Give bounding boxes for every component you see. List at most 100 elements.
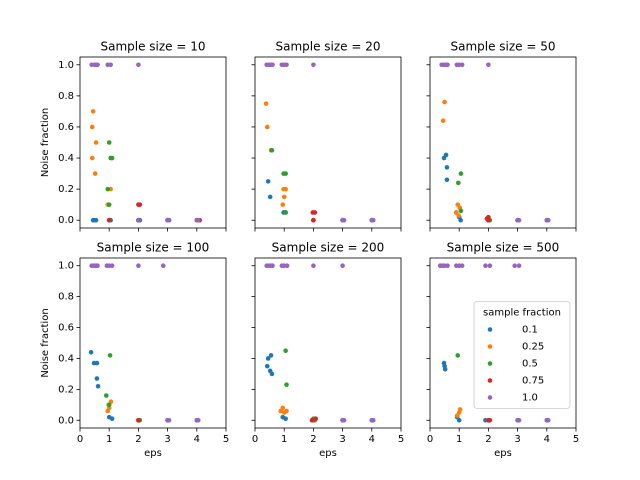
point	[195, 217, 201, 223]
axes-frame	[79, 257, 227, 429]
x-tick-label: 0	[252, 434, 258, 445]
point	[311, 62, 316, 68]
point	[103, 393, 109, 398]
point	[107, 353, 113, 358]
point	[270, 62, 275, 68]
y-tick-label: 1.0	[58, 261, 74, 272]
point	[512, 263, 517, 269]
point	[341, 417, 347, 423]
point	[456, 213, 461, 218]
subplot: Sample size = 100 0 1 2 3 4 5 0.0 0.2 0.4 0.6 0.8 1.…	[40, 241, 229, 460]
y-tick-label: 0.2	[58, 184, 74, 195]
point	[93, 140, 99, 145]
point	[370, 417, 376, 423]
subplot-title: Sample size = 20	[275, 40, 380, 54]
point	[269, 371, 275, 377]
point	[281, 410, 287, 415]
point	[340, 263, 345, 269]
point	[284, 263, 290, 269]
point	[267, 194, 273, 200]
x-axis-label: eps	[319, 448, 337, 459]
legend-marker	[487, 395, 493, 400]
point	[445, 263, 450, 269]
point	[88, 349, 94, 355]
point	[284, 62, 289, 68]
subplot-title: Sample size = 100	[97, 241, 210, 255]
legend-label: 0.1	[522, 325, 538, 336]
subplot-title: Sample size = 50	[450, 40, 555, 54]
point	[487, 263, 493, 269]
point	[311, 217, 316, 223]
point	[166, 417, 172, 423]
x-tick-label: 3	[339, 434, 345, 445]
x-tick-label: 4	[194, 434, 200, 445]
point	[90, 109, 96, 114]
axes-frame	[429, 257, 577, 429]
legend-label: 0.75	[522, 376, 544, 387]
point	[166, 217, 172, 223]
subplot: Sample size = 500 0 1 2 3 4 5 eps sample fractio…	[426, 241, 579, 459]
y-tick-label: 0.8	[58, 292, 74, 303]
x-tick-label: 3	[164, 434, 170, 445]
point	[313, 416, 319, 422]
axes-frame	[429, 56, 577, 229]
point	[89, 155, 95, 161]
legend: sample fraction 0.1 0.25 0.5 0.75 1.0	[473, 301, 571, 409]
point	[278, 408, 283, 414]
y-axis-label: Noise fraction	[40, 308, 51, 377]
point	[283, 210, 288, 215]
point	[269, 147, 275, 153]
point	[108, 62, 113, 68]
y-tick-label: 0.2	[58, 384, 74, 395]
subplot: Sample size = 10 0.0 0.2 0.4 0.6 0.8 1.0 Noise …	[40, 40, 227, 232]
legend-box	[473, 301, 571, 409]
x-tick-label: 1	[281, 434, 287, 445]
subplot-title: Sample size = 500	[447, 241, 560, 255]
point	[268, 353, 274, 358]
point	[89, 124, 95, 130]
point	[312, 210, 318, 215]
point	[281, 194, 287, 200]
point	[137, 202, 143, 207]
point	[545, 217, 551, 223]
point	[341, 217, 347, 223]
x-tick-label: 1	[456, 434, 462, 445]
point	[454, 413, 460, 418]
point	[109, 263, 115, 269]
y-tick-label: 0.6	[58, 122, 74, 133]
point	[263, 101, 269, 106]
point	[270, 263, 275, 269]
point	[136, 217, 141, 223]
x-axis-label: eps	[494, 448, 512, 459]
point	[516, 217, 522, 223]
x-tick-label: 5	[573, 434, 579, 445]
point	[95, 263, 100, 269]
x-tick-label: 0	[77, 434, 83, 445]
y-tick-label: 0.4	[58, 353, 74, 364]
point	[487, 417, 493, 423]
legend-marker	[487, 344, 493, 349]
legend-marker	[487, 378, 493, 383]
point	[280, 202, 286, 207]
legend-marker	[487, 361, 493, 366]
point	[92, 171, 98, 176]
point	[311, 263, 316, 269]
point	[483, 263, 488, 269]
x-tick-label: 5	[398, 434, 404, 445]
y-tick-label: 0.0	[58, 215, 74, 226]
x-tick-label: 4	[369, 434, 375, 445]
x-tick-label: 5	[223, 434, 229, 445]
point	[106, 402, 112, 408]
point	[94, 360, 100, 366]
x-axis-label: eps	[144, 448, 162, 459]
point	[106, 217, 112, 223]
y-tick-label: 0.6	[58, 323, 74, 334]
x-tick-label: 2	[135, 434, 141, 445]
point	[442, 99, 447, 105]
legend-label: 0.25	[522, 342, 544, 353]
point	[105, 408, 111, 414]
subplot: Sample size = 20	[251, 40, 402, 232]
point	[284, 382, 289, 388]
point	[458, 208, 464, 214]
point	[195, 417, 201, 423]
